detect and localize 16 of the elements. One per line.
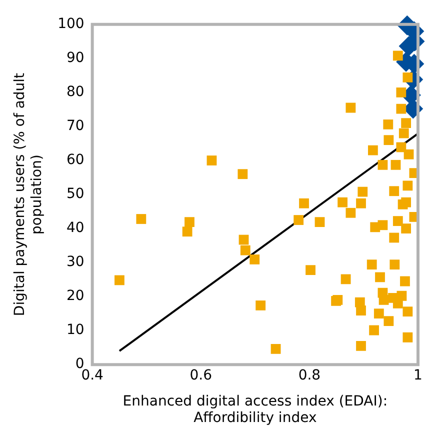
y-tick-label: 90 bbox=[66, 50, 84, 66]
y-tick-label: 40 bbox=[66, 220, 84, 236]
y-tick-label: 60 bbox=[66, 152, 84, 168]
x-tick-label: 0.4 bbox=[81, 368, 104, 384]
y-tick-label: 80 bbox=[66, 84, 84, 100]
x-axis-title: Enhanced digital access index (EDAI): Affordibility index bbox=[122, 393, 388, 426]
x-tick-label: 0.8 bbox=[298, 368, 321, 384]
y-tick-label: 50 bbox=[66, 186, 84, 202]
y-tick-label: 30 bbox=[66, 254, 84, 270]
y-axis-title: Digital payments users (% of adult population) bbox=[12, 72, 45, 316]
y-tick-label: 20 bbox=[66, 288, 84, 304]
x-tick-label: 1 bbox=[414, 368, 422, 384]
x-tick-label: 0.6 bbox=[190, 368, 212, 384]
y-tick-label: 70 bbox=[66, 118, 84, 134]
y-tick-label: 10 bbox=[66, 322, 84, 338]
y-tick-label: 100 bbox=[58, 16, 84, 32]
